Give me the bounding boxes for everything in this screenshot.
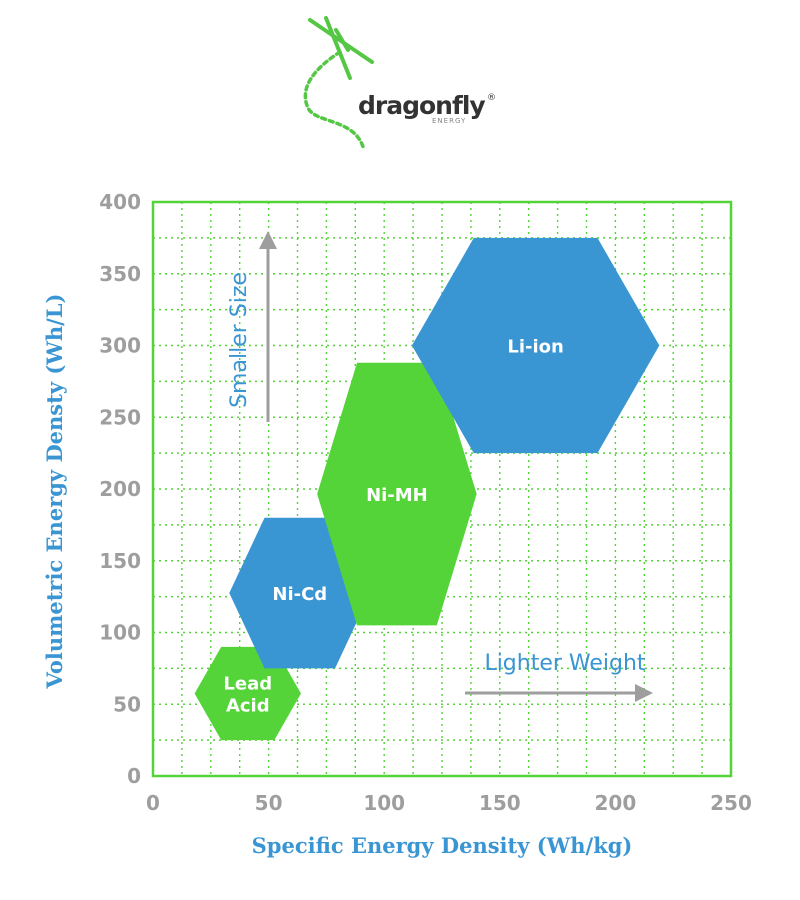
logo-registered: ® (487, 93, 496, 103)
y-tick-label: 200 (99, 477, 141, 501)
smaller-size-annotation: Smaller Size (227, 272, 252, 408)
plot-frame (151, 200, 733, 778)
x-axis-title: Specific Energy Density (Wh/kg) (252, 833, 633, 858)
y-tick-label: 250 (99, 405, 141, 429)
y-tick-label: 0 (127, 764, 141, 788)
y-tick-label: 50 (113, 692, 141, 716)
hexagon-ni-mh (317, 362, 477, 626)
x-tick-label: 100 (363, 791, 405, 815)
y-tick-label: 100 (99, 621, 141, 645)
lighter-weight-annotation: Lighter Weight (484, 651, 645, 676)
y-tick-label: 300 (99, 334, 141, 358)
x-tick-label: 250 (710, 791, 752, 815)
hexagon-ni-cd (229, 517, 371, 669)
x-tick-label: 200 (595, 791, 637, 815)
series-label-ni-cd: Ni-Cd (272, 584, 327, 605)
hexagon-li-ion (411, 237, 660, 454)
y-tick-label: 150 (99, 549, 141, 573)
series-label-lead-acid: Lead (223, 673, 272, 694)
hexagon-lead-acid (194, 646, 301, 741)
logo-subtitle: ENERGY (432, 117, 466, 125)
x-tick-label: 50 (255, 791, 283, 815)
y-tick-label: 350 (99, 262, 141, 286)
y-axis-title: Volumetric Energy Densty (Wh/L) (42, 294, 67, 690)
series-label-li-ion: Li-ion (507, 337, 563, 358)
series-label-lead-acid: Acid (226, 695, 270, 716)
x-tick-label: 150 (479, 791, 521, 815)
dragonfly-icon (303, 16, 374, 152)
series-label-ni-mh: Ni-MH (366, 485, 428, 506)
x-tick-label: 0 (146, 791, 160, 815)
dragonfly-logo: dragonfly ® ENERGY (303, 16, 496, 152)
annotations: Smaller Size Lighter Weight (227, 231, 653, 702)
y-tick-label: 400 (99, 190, 141, 214)
logo-wordmark: dragonfly (358, 91, 485, 120)
tick-labels: 0 50 100 150 200 250 0 50 100 150 200 250 300 350 400 (99, 190, 752, 815)
